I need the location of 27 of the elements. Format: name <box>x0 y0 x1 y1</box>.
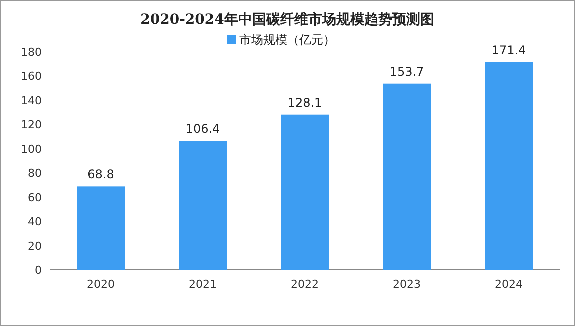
y-tick-label: 120 <box>21 118 42 132</box>
y-tick-label: 20 <box>28 240 42 253</box>
bar <box>383 84 431 270</box>
data-label: 128.1 <box>288 96 322 110</box>
bar <box>77 186 125 270</box>
y-tick-label: 40 <box>28 216 42 229</box>
data-label: 68.8 <box>88 168 114 182</box>
bar <box>485 62 533 270</box>
legend-label: 市场规模（亿元） <box>240 33 336 47</box>
x-tick-label: 2023 <box>393 278 421 291</box>
y-tick-label: 140 <box>21 94 42 108</box>
y-tick-label: 100 <box>21 142 42 156</box>
bar <box>179 141 227 270</box>
x-tick-label: 2021 <box>189 278 217 291</box>
bar <box>281 114 329 270</box>
y-tick-label: 60 <box>28 191 42 204</box>
y-tick-label: 160 <box>21 70 42 84</box>
x-tick-label: 2024 <box>495 278 523 291</box>
x-tick-label: 2022 <box>291 278 319 291</box>
y-tick-label: 0 <box>35 264 42 277</box>
y-tick-label: 80 <box>28 167 42 180</box>
data-label: 153.7 <box>390 64 424 79</box>
y-tick-label: 180 <box>21 46 42 59</box>
data-label: 106.4 <box>186 122 220 136</box>
x-tick-label: 2020 <box>87 278 115 291</box>
data-label: 171.4 <box>492 43 526 58</box>
chart-title: 2020-2024年中国碳纤维市场规模趋势预测图 <box>140 11 434 28</box>
